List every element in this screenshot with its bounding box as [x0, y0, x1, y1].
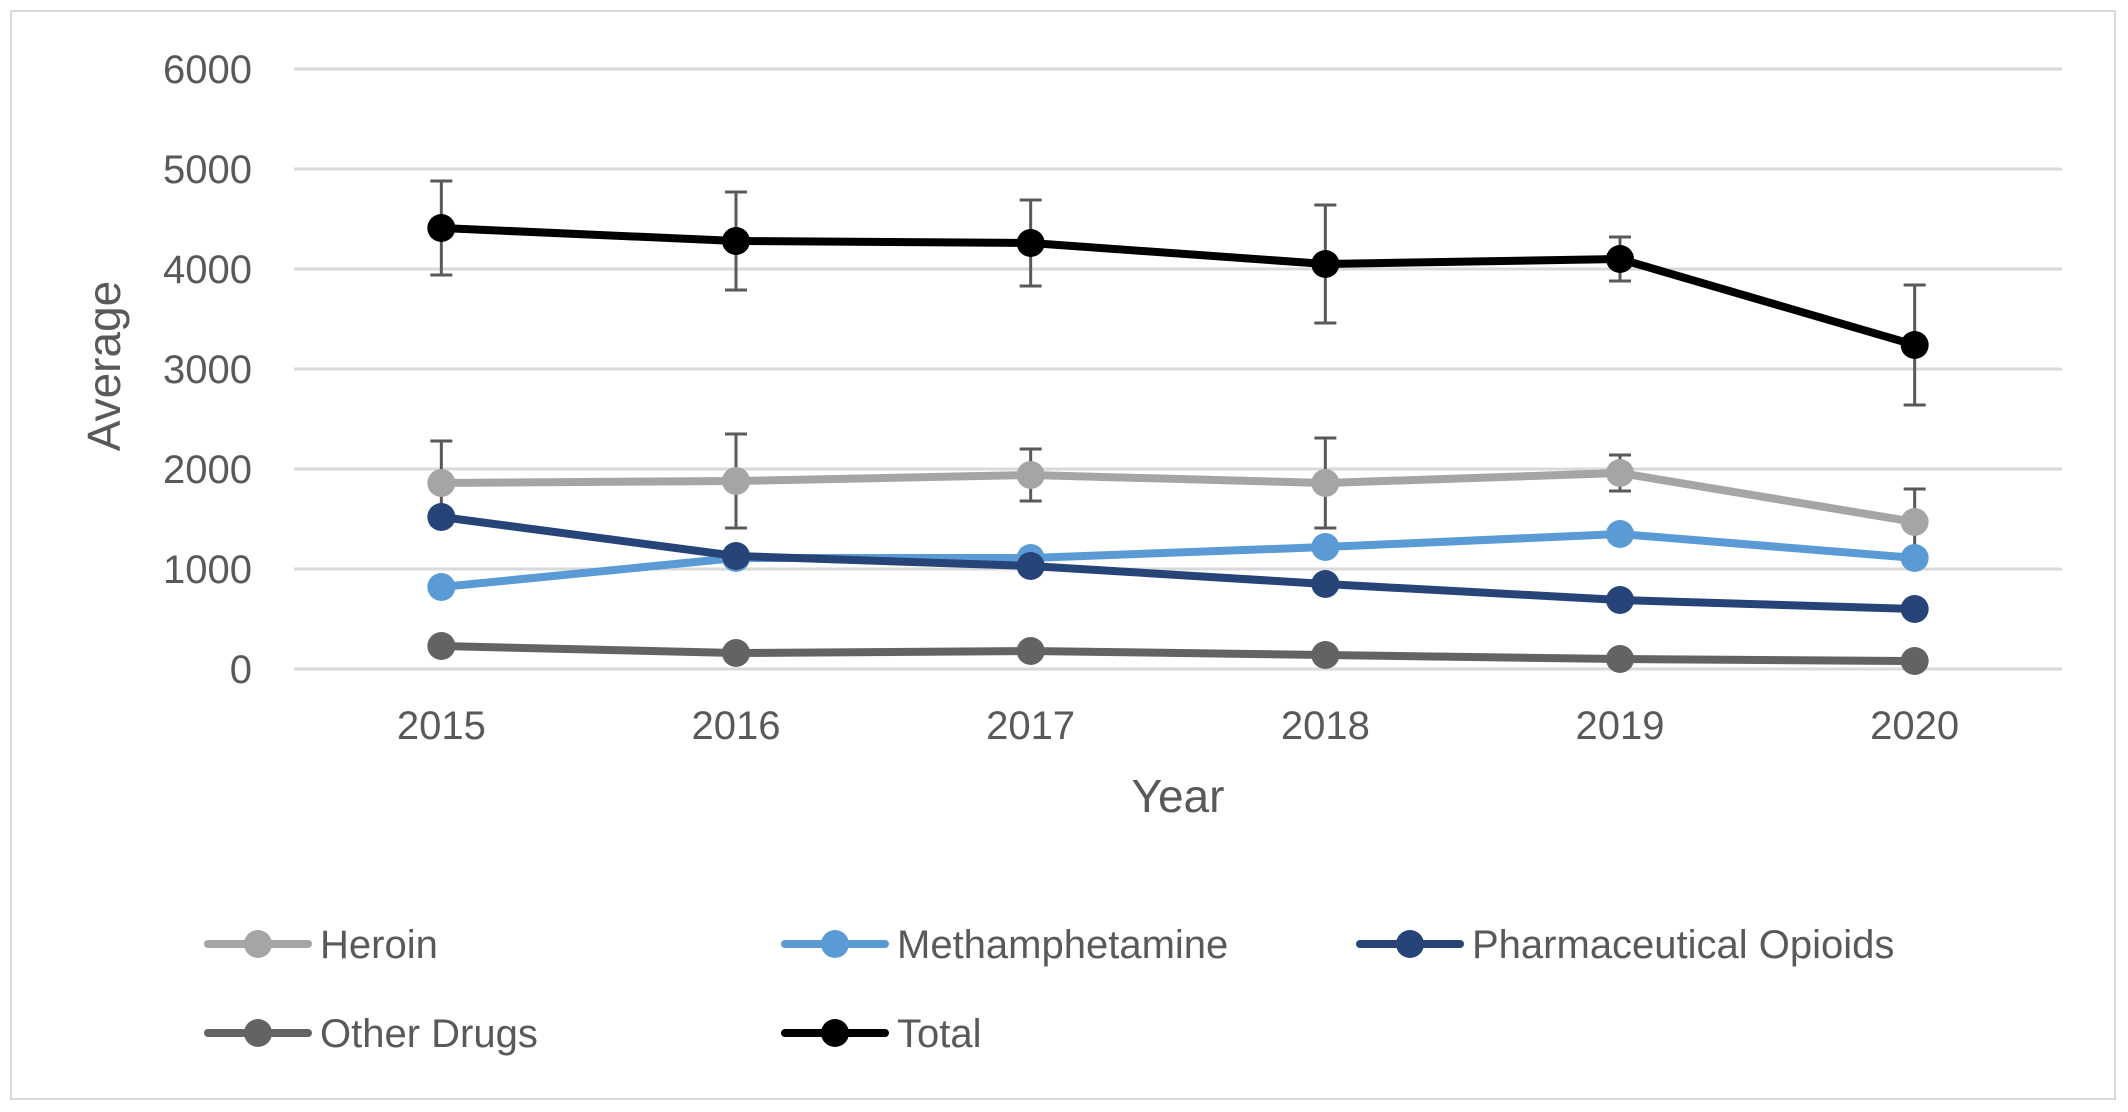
data-point-total [1606, 245, 1634, 273]
data-point-total [1311, 250, 1340, 278]
legend-item: Methamphetamine [781, 923, 1228, 967]
x-tick-label: 2020 [1870, 704, 1959, 748]
series-lines [427, 214, 1929, 675]
series-line-pharmaceutical-opioids [437, 513, 1919, 613]
y-tick-label: 3000 [163, 348, 252, 392]
legend-marker [821, 1019, 849, 1047]
legend-marker [244, 930, 272, 958]
y-tick-label: 1000 [163, 548, 252, 592]
series-methamphetamine [427, 520, 1929, 601]
series-line-other-drugs [437, 642, 1919, 665]
data-point-methamphetamine [1900, 544, 1929, 572]
x-tick-label: 2017 [986, 704, 1075, 748]
data-point-total [427, 214, 456, 242]
x-axis-title: Year [1132, 770, 1225, 822]
legend-label: Other Drugs [320, 1012, 538, 1056]
legend-marker [244, 1019, 272, 1047]
data-point-other-drugs [722, 639, 750, 667]
legend-item: Other Drugs [204, 1012, 538, 1056]
series-other-drugs [427, 632, 1929, 675]
data-point-heroin [1311, 469, 1340, 497]
legend-item: Total [781, 1012, 982, 1056]
y-tick-label: 4000 [163, 248, 252, 292]
data-point-methamphetamine [427, 573, 456, 601]
series-pharmaceutical-opioids [427, 503, 1929, 623]
data-point-heroin [722, 467, 750, 495]
legend-label: Methamphetamine [897, 923, 1228, 967]
data-point-methamphetamine [1311, 533, 1340, 561]
data-point-other-drugs [1606, 645, 1634, 673]
y-tick-label: 6000 [163, 48, 252, 92]
series-line-methamphetamine [437, 530, 1919, 591]
series-line-heroin [437, 469, 1919, 526]
legend-label: Heroin [320, 923, 438, 967]
data-point-other-drugs [1900, 647, 1929, 675]
legend: Heroin Methamphetamine Pharmaceutical Opio… [204, 923, 1894, 1056]
series-total [427, 214, 1929, 359]
y-tick-label: 0 [230, 648, 252, 692]
legend-marker [1396, 930, 1424, 958]
legend-marker [821, 930, 849, 958]
x-axis-tick-labels: 2015 2016 2017 2018 2019 2020 [397, 704, 1959, 748]
y-axis-tick-labels: 0 1000 2000 3000 4000 5000 6000 [163, 48, 252, 692]
x-tick-label: 2016 [692, 704, 781, 748]
legend-label: Total [897, 1012, 982, 1056]
data-point-pharmaceutical-opioids [722, 542, 750, 570]
series-line-total [437, 224, 1919, 349]
data-point-other-drugs [1016, 637, 1045, 665]
x-tick-label: 2018 [1281, 704, 1370, 748]
x-tick-label: 2015 [397, 704, 486, 748]
data-point-total [1016, 229, 1045, 257]
data-point-pharmaceutical-opioids [1016, 552, 1045, 580]
data-point-total [1900, 331, 1929, 359]
series-heroin [427, 459, 1929, 536]
y-tick-label: 5000 [163, 148, 252, 192]
data-point-pharmaceutical-opioids [1311, 570, 1340, 598]
legend-item: Pharmaceutical Opioids [1356, 923, 1894, 967]
y-axis-title: Average [78, 281, 130, 452]
data-point-pharmaceutical-opioids [1900, 595, 1929, 623]
data-point-other-drugs [1311, 641, 1340, 669]
data-point-methamphetamine [1606, 520, 1634, 548]
legend-item: Heroin [204, 923, 438, 967]
x-tick-label: 2019 [1576, 704, 1665, 748]
data-point-other-drugs [427, 632, 456, 660]
chart-frame: 0 1000 2000 3000 4000 5000 6000 2015 2016 2017 20… [10, 10, 2116, 1100]
data-point-total [722, 227, 750, 255]
data-point-pharmaceutical-opioids [427, 503, 456, 531]
data-point-heroin [1900, 508, 1929, 536]
data-point-heroin [427, 469, 456, 497]
y-tick-label: 2000 [163, 448, 252, 492]
data-point-heroin [1606, 459, 1634, 487]
data-point-pharmaceutical-opioids [1606, 586, 1634, 614]
legend-label: Pharmaceutical Opioids [1472, 923, 1894, 967]
data-point-heroin [1016, 461, 1045, 489]
